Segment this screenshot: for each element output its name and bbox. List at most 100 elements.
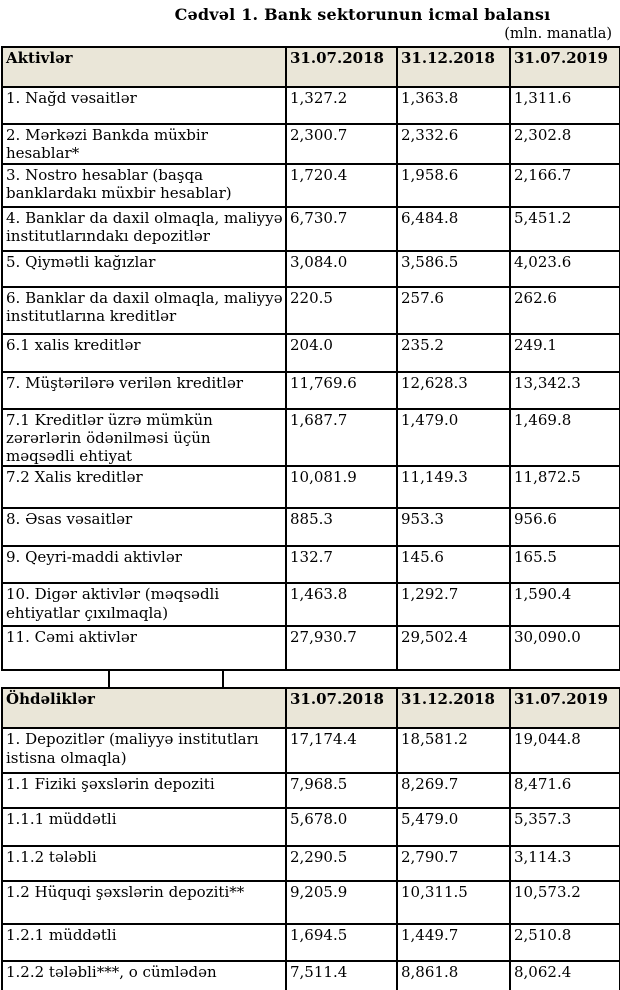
table-row: 10. Digər aktivlər (məqsədli ehtiyatlar … — [1, 582, 620, 628]
row-value: 1,590.4 — [509, 582, 620, 628]
row-value: 1,311.6 — [509, 86, 620, 125]
row-value: 2,166.7 — [509, 162, 620, 208]
row-value: 5,479.0 — [396, 807, 511, 848]
row-value: 1,363.8 — [396, 86, 511, 125]
table-row: 5. Qiymətli kağızlar 3,084.0 3,586.5 4,0… — [1, 249, 620, 288]
row-value: 11,769.6 — [285, 370, 398, 410]
table-row: 1. Depozitlər (maliyyə institutları isti… — [1, 727, 620, 775]
row-value: 10,081.9 — [285, 465, 398, 510]
table-row: 4. Banklar da daxil olmaqla, maliyyə ins… — [1, 205, 620, 252]
row-label: 5. Qiymətli kağızlar — [1, 249, 287, 288]
row-value: 6,730.7 — [285, 205, 398, 252]
row-label: 1. Nağd vəsaitlər — [1, 86, 287, 125]
row-value: 2,300.7 — [285, 123, 398, 165]
row-value: 5,451.2 — [509, 205, 620, 252]
table-row: 3. Nostro hesablar (başqa banklardakı mü… — [1, 162, 620, 208]
liabilities-table: Öhdəliklər 31.07.2018 31.12.2018 31.07.2… — [1, 687, 620, 990]
row-value: 953.3 — [396, 507, 511, 548]
row-value: 885.3 — [285, 507, 398, 548]
column-header: 31.07.2019 — [509, 687, 620, 730]
row-value: 132.7 — [285, 545, 398, 585]
row-value: 1,292.7 — [396, 582, 511, 628]
row-value: 1,958.6 — [396, 162, 511, 208]
table-row: 7.1 Kreditlər üzrə mümkün zərərlərin ödə… — [1, 407, 620, 468]
row-value: 1,687.7 — [285, 407, 398, 468]
row-value: 8,471.6 — [509, 772, 620, 810]
table-row: 1.2.1 müddətli 1,694.5 1,449.7 2,510.8 — [1, 923, 620, 963]
row-label: 1. Depozitlər (maliyyə institutları isti… — [1, 727, 287, 775]
row-value: 8,269.7 — [396, 772, 511, 810]
row-value: 6,484.8 — [396, 205, 511, 252]
row-label: 10. Digər aktivlər (məqsədli ehtiyatlar … — [1, 582, 287, 628]
row-label: 6.1 xalis kreditlər — [1, 332, 287, 373]
row-value: 2,332.6 — [396, 123, 511, 165]
row-value: 165.5 — [509, 545, 620, 585]
row-label: 2. Mərkəzi Bankda müxbir hesablar* — [1, 123, 287, 165]
row-value: 18,581.2 — [396, 727, 511, 775]
row-value: 17,174.4 — [285, 727, 398, 775]
row-value: 1,463.8 — [285, 582, 398, 628]
divider — [108, 671, 110, 688]
row-value: 8,062.4 — [509, 960, 620, 990]
table-row: 1.1.1 müddətli 5,678.0 5,479.0 5,357.3 — [1, 807, 620, 848]
row-label: 1.2 Hüquqi şəxslərin depoziti** — [1, 880, 287, 926]
row-label: 1.2.2 tələbli***, o cümlədən — [1, 960, 287, 990]
row-value: 2,302.8 — [509, 123, 620, 165]
column-header: 31.07.2019 — [509, 46, 620, 88]
row-value: 5,678.0 — [285, 807, 398, 848]
row-label: 1.1.1 müddətli — [1, 807, 287, 848]
row-value: 249.1 — [509, 332, 620, 373]
liabilities-header-row: Öhdəliklər 31.07.2018 31.12.2018 31.07.2… — [1, 687, 620, 730]
table-row: 1.2 Hüquqi şəxslərin depoziti** 9,205.9 … — [1, 880, 620, 926]
row-value: 5,357.3 — [509, 807, 620, 848]
row-value: 257.6 — [396, 285, 511, 335]
row-label: 7. Müştərilərə verilən kreditlər — [1, 370, 287, 410]
row-value: 7,968.5 — [285, 772, 398, 810]
row-value: 1,469.8 — [509, 407, 620, 468]
row-value: 1,327.2 — [285, 86, 398, 125]
table-row: 1.1 Fiziki şəxslərin depoziti 7,968.5 8,… — [1, 772, 620, 810]
table-row: 11. Cəmi aktivlər 27,930.7 29,502.4 30,0… — [1, 625, 620, 672]
divider — [222, 671, 224, 688]
table-row: 1. Nağd vəsaitlər 1,327.2 1,363.8 1,311.… — [1, 86, 620, 125]
section-header: Aktivlər — [1, 46, 287, 88]
row-value: 1,694.5 — [285, 923, 398, 963]
row-label: 1.1.2 tələbli — [1, 845, 287, 883]
unit-note: (mln. manatla) — [504, 26, 612, 42]
row-value: 7,511.4 — [285, 960, 398, 990]
row-value: 1,449.7 — [396, 923, 511, 963]
row-value: 11,872.5 — [509, 465, 620, 510]
row-label: 4. Banklar da daxil olmaqla, maliyyə ins… — [1, 205, 287, 252]
column-header: 31.07.2018 — [285, 46, 398, 88]
row-value: 3,586.5 — [396, 249, 511, 288]
row-value: 9,205.9 — [285, 880, 398, 926]
row-label: 6. Banklar da daxil olmaqla, maliyyə ins… — [1, 285, 287, 335]
table-row: 7.2 Xalis kreditlər 10,081.9 11,149.3 11… — [1, 465, 620, 510]
row-value: 1,720.4 — [285, 162, 398, 208]
row-label: 7.2 Xalis kreditlər — [1, 465, 287, 510]
column-header: 31.07.2018 — [285, 687, 398, 730]
row-label: 11. Cəmi aktivlər — [1, 625, 287, 672]
column-header: 31.12.2018 — [396, 46, 511, 88]
table-gap-artifact — [1, 671, 619, 688]
row-value: 4,023.6 — [509, 249, 620, 288]
row-value: 30,090.0 — [509, 625, 620, 672]
table-row: 9. Qeyri-maddi aktivlər 132.7 145.6 165.… — [1, 545, 620, 585]
assets-header-row: Aktivlər 31.07.2018 31.12.2018 31.07.201… — [1, 46, 620, 88]
table-row: 1.2.2 tələbli***, o cümlədən 7,511.4 8,8… — [1, 960, 620, 990]
row-value: 204.0 — [285, 332, 398, 373]
row-value: 3,114.3 — [509, 845, 620, 883]
row-value: 3,084.0 — [285, 249, 398, 288]
row-label: 9. Qeyri-maddi aktivlər — [1, 545, 287, 585]
row-value: 2,790.7 — [396, 845, 511, 883]
table-row: 7. Müştərilərə verilən kreditlər 11,769.… — [1, 370, 620, 410]
row-label: 3. Nostro hesablar (başqa banklardakı mü… — [1, 162, 287, 208]
row-value: 235.2 — [396, 332, 511, 373]
column-header: 31.12.2018 — [396, 687, 511, 730]
row-value: 220.5 — [285, 285, 398, 335]
section-header: Öhdəliklər — [1, 687, 287, 730]
row-value: 11,149.3 — [396, 465, 511, 510]
row-value: 145.6 — [396, 545, 511, 585]
row-value: 956.6 — [509, 507, 620, 548]
